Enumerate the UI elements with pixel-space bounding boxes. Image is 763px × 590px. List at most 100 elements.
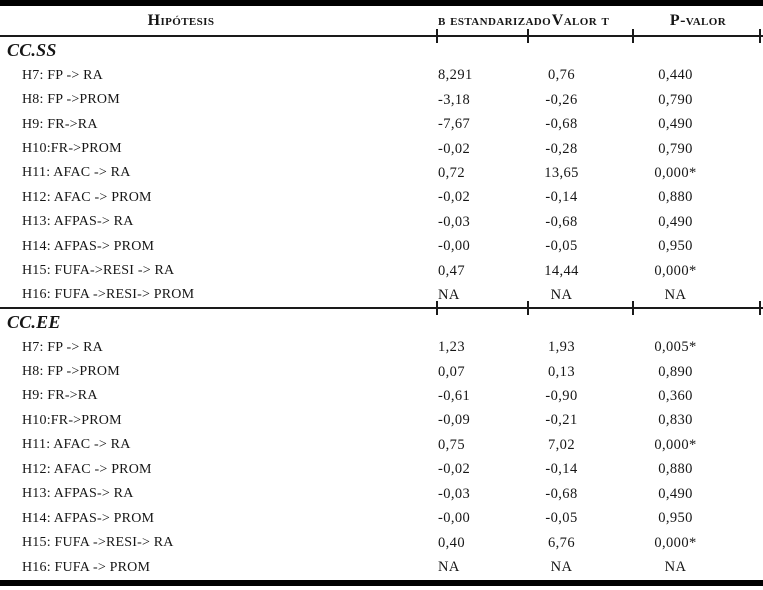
p-valor-cell: 0,790	[658, 140, 693, 157]
b-estandarizado-cell: -0,00	[438, 510, 471, 527]
b-estandarizado-cell: -0,61	[438, 387, 471, 404]
table-row: H8: FP ->PROM -3,18 -0,26 0,790	[0, 88, 763, 112]
p-valor-cell: 0,880	[658, 461, 693, 478]
p-valor-cell: 0,005*	[654, 339, 697, 356]
p-valor-cell: NA	[633, 283, 763, 316]
p-valor-cell: 0,950	[658, 510, 693, 527]
hypothesis-results-table: Hipótesis b estandarizado Valor t P-valo…	[0, 6, 763, 580]
valor-t-cell: 0,76	[548, 67, 575, 84]
valor-t-cell: -0,68	[545, 116, 578, 133]
hypothesis-cell: H8: FP ->PROM	[22, 364, 120, 380]
hypothesis-cell: H9: FR->RA	[22, 388, 98, 404]
table-row: H16: FUFA -> PROM NA NA NA	[0, 555, 763, 580]
table-row: H15: FUFA->RESI -> RA 0,47 14,44 0,000*	[0, 259, 763, 283]
valor-t-cell: NA	[550, 559, 573, 576]
section-label: CC.SS	[7, 39, 57, 60]
b-estandarizado-cell: -3,18	[438, 91, 471, 108]
hypothesis-cell: H10:FR->PROM	[22, 412, 122, 428]
b-estandarizado-cell: NA	[437, 283, 529, 316]
p-valor-cell: 0,490	[658, 116, 693, 133]
hypothesis-cell: H16: FUFA -> PROM	[22, 559, 151, 575]
table-row: H8: FP ->PROM 0,07 0,13 0,890	[0, 360, 763, 384]
valor-t-cell: 14,44	[544, 262, 579, 279]
col-header-hipotesis: Hipótesis	[0, 6, 438, 43]
section-header-row: CC.SS	[0, 36, 763, 64]
p-valor-cell: 0,790	[658, 91, 693, 108]
valor-t-cell: -0,26	[545, 91, 578, 108]
hypothesis-cell: H13: AFPAS-> RA	[22, 486, 134, 502]
p-valor-cell: 0,000*	[654, 164, 697, 181]
table-row: H13: AFPAS-> RA -0,03 -0,68 0,490	[0, 482, 763, 506]
hypothesis-cell: H12: AFAC -> PROM	[22, 189, 152, 205]
b-estandarizado-cell: 0,47	[438, 262, 465, 279]
valor-t-cell: 13,65	[544, 164, 579, 181]
hypothesis-cell: H7: FP -> RA	[22, 339, 103, 355]
valor-t-cell: -0,68	[545, 485, 578, 502]
p-valor-cell: 0,000*	[654, 262, 697, 279]
col-header-valor-t: Valor t	[528, 6, 634, 43]
valor-t-cell: -0,68	[545, 213, 578, 230]
b-estandarizado-cell: 0,72	[438, 164, 465, 181]
b-estandarizado-cell: -0,09	[438, 412, 471, 429]
p-valor-cell: 0,360	[658, 387, 693, 404]
b-estandarizado-cell: -0,03	[438, 213, 471, 230]
table-row: H10:FR->PROM -0,09 -0,21 0,830	[0, 409, 763, 433]
b-estandarizado-cell: -0,00	[438, 238, 471, 255]
hypothesis-cell: H9: FR->RA	[22, 116, 98, 132]
hypothesis-cell: H10:FR->PROM	[22, 141, 122, 157]
valor-t-cell: -0,28	[545, 140, 578, 157]
table-row: H7: FP -> RA 1,23 1,93 0,005*	[0, 335, 763, 359]
section-label: CC.EE	[7, 311, 61, 332]
b-estandarizado-cell: -0,03	[438, 485, 471, 502]
p-valor-cell: 0,890	[658, 363, 693, 380]
valor-t-cell: -0,05	[545, 510, 578, 527]
b-estandarizado-cell: -7,67	[438, 116, 471, 133]
b-estandarizado-cell: NA	[438, 559, 460, 576]
hypothesis-cell: H11: AFAC -> RA	[22, 165, 131, 181]
table-row: H13: AFPAS-> RA -0,03 -0,68 0,490	[0, 210, 763, 234]
b-estandarizado-cell: 1,23	[438, 339, 465, 356]
p-valor-cell: 0,000*	[654, 534, 697, 551]
section-header-row: CC.EE	[0, 308, 763, 336]
p-valor-cell: 0,490	[658, 213, 693, 230]
hypothesis-cell: H11: AFAC -> RA	[22, 437, 131, 453]
valor-t-cell: NA	[528, 283, 634, 316]
b-estandarizado-cell: 0,07	[438, 363, 465, 380]
hypothesis-cell: H16: FUFA ->RESI-> PROM	[0, 283, 438, 316]
top-border-rule	[0, 0, 763, 6]
valor-t-cell: 1,93	[548, 339, 575, 356]
p-valor-cell: 0,490	[658, 485, 693, 502]
hypothesis-cell: H13: AFPAS-> RA	[22, 214, 134, 230]
col-header-b-estandarizado: b estandarizado	[437, 6, 551, 43]
valor-t-cell: -0,14	[545, 189, 578, 206]
col-header-p-valor: P-valor	[633, 6, 763, 43]
hypothesis-cell: H15: FUFA ->RESI-> RA	[22, 535, 174, 551]
b-estandarizado-cell: -0,02	[438, 461, 471, 478]
table-row: H7: FP -> RA 8,291 0,76 0,440	[0, 64, 763, 88]
header-row: Hipótesis b estandarizado Valor t P-valo…	[0, 6, 763, 43]
table-row: H14: AFPAS-> PROM -0,00 -0,05 0,950	[0, 506, 763, 530]
table-row: H16: FUFA ->RESI-> PROM NA NA NA	[0, 283, 763, 316]
b-estandarizado-cell: 8,291	[438, 67, 473, 84]
table-row: H11: AFAC -> RA 0,72 13,65 0,000*	[0, 161, 763, 185]
p-valor-cell: 0,000*	[654, 436, 697, 453]
table-row: H14: AFPAS-> PROM -0,00 -0,05 0,950	[0, 235, 763, 259]
table-row: H9: FR->RA -0,61 -0,90 0,360	[0, 384, 763, 408]
hypothesis-cell: H14: AFPAS-> PROM	[22, 238, 155, 254]
valor-t-cell: -0,14	[545, 461, 578, 478]
table-body: CC.SS H7: FP -> RA 8,291 0,76 0,440 H8: FP ->…	[0, 36, 763, 580]
hypothesis-cell: H12: AFAC -> PROM	[22, 461, 152, 477]
b-estandarizado-cell: -0,02	[438, 140, 471, 157]
hypothesis-cell: H7: FP -> RA	[22, 67, 103, 83]
table-row: H12: AFAC -> PROM -0,02 -0,14 0,880	[0, 458, 763, 482]
p-valor-cell: 0,830	[658, 412, 693, 429]
valor-t-cell: -0,90	[545, 387, 578, 404]
valor-t-cell: -0,05	[545, 238, 578, 255]
hypothesis-cell: H8: FP ->PROM	[22, 92, 120, 108]
valor-t-cell: 0,13	[548, 363, 575, 380]
p-valor-cell: NA	[664, 559, 687, 576]
valor-t-cell: 7,02	[548, 436, 575, 453]
b-estandarizado-cell: 0,75	[438, 436, 465, 453]
p-valor-cell: 0,880	[658, 189, 693, 206]
